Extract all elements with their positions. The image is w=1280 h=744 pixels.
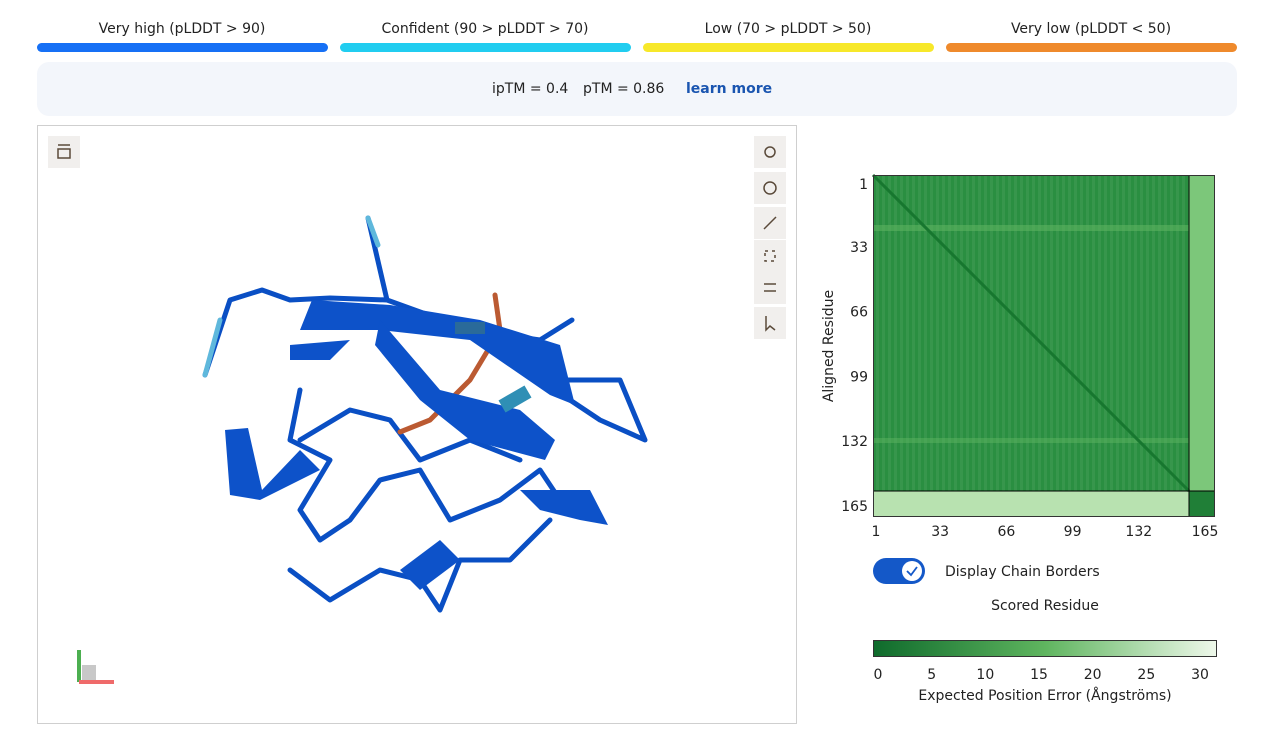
pae-plot: Aligned Residue Display Chain Borders Sc… (821, 173, 1219, 704)
colorbar-tick-label: 10 (976, 667, 994, 683)
axes-gizmo (77, 650, 114, 684)
select-button[interactable] (754, 307, 786, 339)
learn-more-link[interactable]: learn more (686, 81, 772, 97)
protein-structure (202, 215, 648, 613)
reset-button[interactable] (754, 136, 786, 168)
colorbar-tick-label: 20 (1084, 667, 1102, 683)
colorbar-tick-label: 25 (1137, 667, 1155, 683)
y-tick-label: 33 (850, 240, 868, 256)
colorbar-tick-label: 5 (927, 667, 936, 683)
colorbar-tick-label: 15 (1030, 667, 1048, 683)
legend-bar (643, 43, 934, 52)
y-axis-label: Aligned Residue (821, 290, 837, 402)
x-tick-label: 165 (1192, 524, 1219, 540)
metrics-panel (37, 62, 1237, 116)
x-tick-label: 99 (1064, 524, 1082, 540)
y-tick-label: 132 (841, 434, 868, 450)
colorbar (873, 640, 1217, 657)
x-axis-label: Scored Residue (991, 598, 1099, 614)
colorbar-tick-label: 30 (1191, 667, 1209, 683)
ptm: pTM = 0.86 (583, 81, 664, 97)
settings-button[interactable] (754, 272, 786, 304)
viewer-controls (48, 136, 786, 339)
legend-label: Very low (pLDDT < 50) (1011, 21, 1171, 37)
y-tick-label: 1 (859, 177, 868, 193)
legend-bar (946, 43, 1237, 52)
legend-label: Very high (pLDDT > 90) (99, 21, 266, 37)
plddt-legend: Very high (pLDDT > 90) Confident (90 > pL… (37, 21, 1237, 52)
x-tick-label: 33 (931, 524, 949, 540)
play-button[interactable] (48, 136, 80, 168)
y-tick-label: 99 (850, 369, 868, 385)
legend-bar (340, 43, 631, 52)
y-tick-label: 165 (841, 499, 868, 515)
spin-button[interactable] (754, 172, 786, 204)
y-tick-label: 66 (850, 305, 868, 321)
fullscreen-button[interactable] (754, 240, 786, 272)
colorbar-label: Expected Position Error (Ångströms) (918, 687, 1171, 704)
legend-bar (37, 43, 328, 52)
x-tick-label: 66 (997, 524, 1015, 540)
legend-label: Low (70 > pLDDT > 50) (705, 21, 872, 37)
toggle-label: Display Chain Borders (945, 564, 1100, 580)
colorbar-tick-label: 0 (874, 667, 883, 683)
legend-label: Confident (90 > pLDDT > 70) (382, 21, 589, 37)
x-tick-label: 1 (872, 524, 881, 540)
iptm: ipTM = 0.4 (492, 81, 568, 97)
x-tick-label: 132 (1125, 524, 1152, 540)
